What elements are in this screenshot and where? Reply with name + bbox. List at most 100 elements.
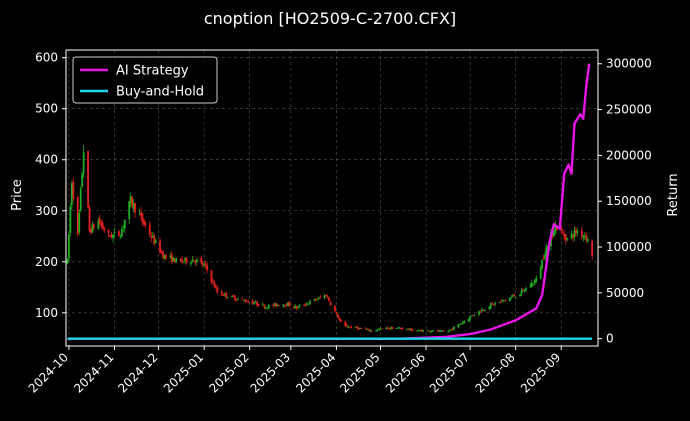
candle-body xyxy=(103,227,106,231)
candle-body xyxy=(123,219,126,229)
candle-body xyxy=(153,235,156,245)
candle-body xyxy=(295,306,298,309)
candle-body xyxy=(519,294,522,297)
candle-body xyxy=(570,233,573,239)
candle-body xyxy=(513,294,516,297)
candle-body xyxy=(591,240,594,256)
candle-body xyxy=(110,234,113,238)
candle-body xyxy=(450,329,452,331)
y-axis-label-right: Return xyxy=(666,173,681,216)
candle-body xyxy=(70,182,73,205)
candle-body xyxy=(553,232,555,237)
candle-body xyxy=(339,319,342,322)
candle-body xyxy=(447,331,449,333)
candle-body xyxy=(287,303,289,306)
candle-body xyxy=(356,326,358,329)
candle-body xyxy=(451,328,454,330)
candle-body xyxy=(439,330,442,332)
candle-body xyxy=(554,225,557,234)
candle-body xyxy=(494,303,497,305)
candle-body xyxy=(545,245,548,256)
candle-body xyxy=(583,236,586,238)
candle-body xyxy=(204,263,207,265)
candle-body xyxy=(185,257,188,263)
candle-body xyxy=(561,232,564,234)
candle-body xyxy=(251,300,254,304)
candle-body xyxy=(420,330,423,332)
candle-body xyxy=(398,327,401,329)
candle-body xyxy=(344,321,347,326)
candle-body xyxy=(564,234,567,241)
candle-body xyxy=(407,329,410,330)
candle-body xyxy=(276,305,279,306)
candle-body xyxy=(163,255,166,259)
y-tick-label-left: 300 xyxy=(35,204,58,218)
candle-body xyxy=(472,315,474,317)
candle-body xyxy=(294,305,297,309)
candle-body xyxy=(278,305,280,306)
candle-body xyxy=(79,188,82,211)
candle-body xyxy=(120,229,123,237)
y-tick-label-left: 200 xyxy=(35,255,58,269)
candle-body xyxy=(370,330,373,332)
y-tick-label-left: 100 xyxy=(35,306,58,320)
candle-body xyxy=(488,307,491,309)
candle-body xyxy=(194,260,197,263)
candle-body xyxy=(422,330,425,332)
candle-body xyxy=(195,259,198,262)
candle-body xyxy=(101,223,104,229)
candle-body xyxy=(539,267,542,279)
candle-body xyxy=(140,212,142,216)
candle-body xyxy=(375,330,377,332)
candle-body xyxy=(329,301,332,305)
candle-body xyxy=(555,227,558,231)
series-line-ai-strategy xyxy=(67,63,591,340)
candle-body xyxy=(256,301,258,306)
candle-body xyxy=(572,235,574,238)
candle-body xyxy=(520,290,523,294)
candle-body xyxy=(347,327,350,328)
y-tick-label-left: 500 xyxy=(35,102,58,116)
candle-body xyxy=(282,304,285,307)
candle-body xyxy=(203,264,206,266)
candle-body xyxy=(386,327,389,329)
candle-body xyxy=(257,304,260,306)
candle-body xyxy=(492,304,495,305)
candle-body xyxy=(325,295,328,297)
candle-body xyxy=(366,329,369,330)
candle-body xyxy=(411,330,414,332)
candle-body xyxy=(138,214,141,215)
candle-body xyxy=(514,296,517,298)
candle-body xyxy=(213,282,216,288)
candle-body xyxy=(200,257,203,263)
candle-body xyxy=(544,254,546,259)
candle-body xyxy=(560,228,563,231)
candle-body xyxy=(245,300,248,302)
candle-body xyxy=(416,330,419,332)
candle-body xyxy=(206,264,208,271)
candle-body xyxy=(109,235,111,237)
candle-body xyxy=(87,150,89,208)
candle-body xyxy=(81,173,84,187)
candle-body xyxy=(237,298,239,300)
candle-body xyxy=(91,224,94,233)
candle-body xyxy=(244,300,247,302)
candle-body xyxy=(201,262,204,266)
candle-body xyxy=(436,330,439,332)
candle-body xyxy=(535,277,538,282)
candle-body xyxy=(151,236,154,238)
legend-label: Buy-and-Hold xyxy=(116,85,204,100)
candle-body xyxy=(586,239,589,242)
candle-body xyxy=(162,251,164,258)
candlestick-series xyxy=(66,144,594,333)
candle-body xyxy=(334,305,336,312)
candle-body xyxy=(148,224,151,236)
candle-body xyxy=(222,295,225,296)
candle-body xyxy=(100,222,103,226)
y-tick-label-left: 600 xyxy=(35,51,58,65)
candle-body xyxy=(242,299,245,301)
candle-body xyxy=(401,328,404,330)
candle-body xyxy=(522,289,524,291)
candle-body xyxy=(129,195,132,204)
